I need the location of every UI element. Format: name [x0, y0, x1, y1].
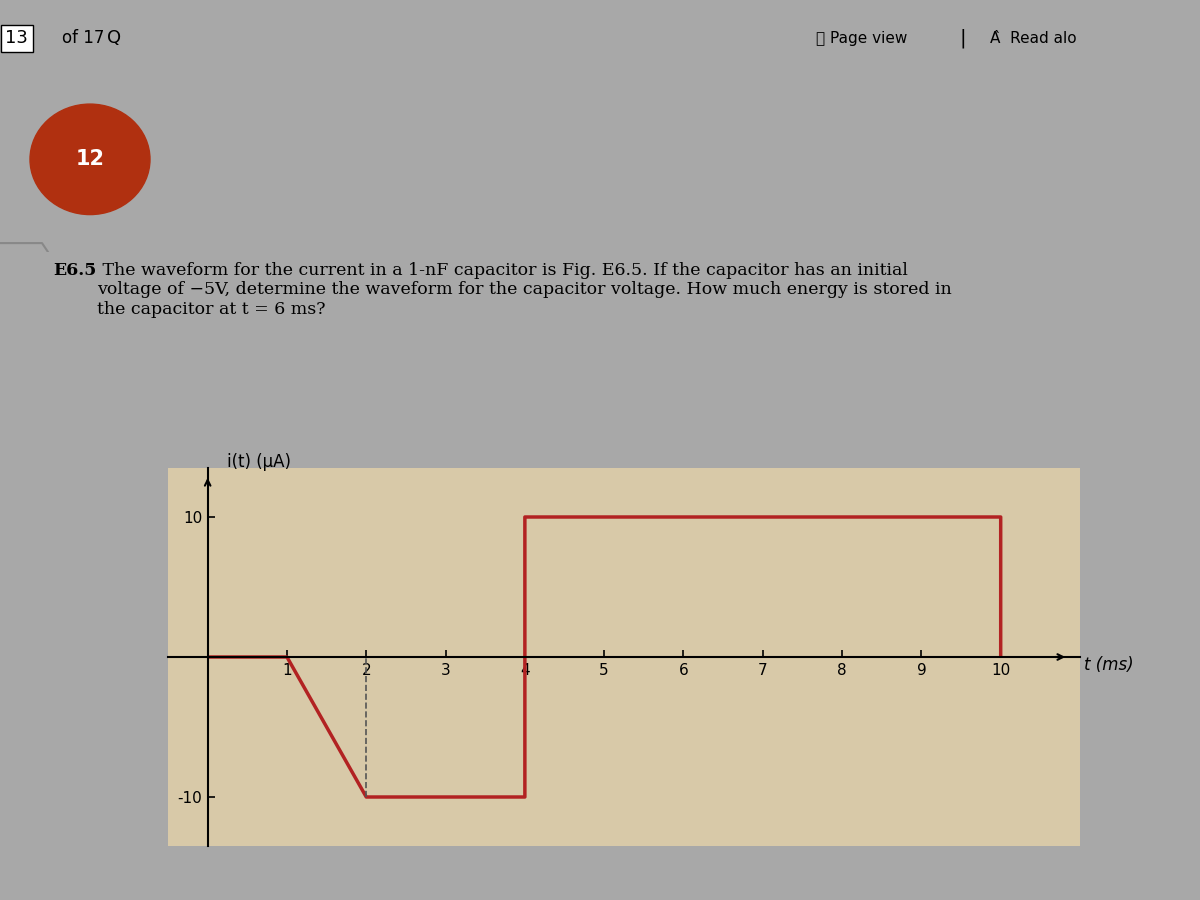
Text: of 17: of 17	[62, 30, 104, 48]
Text: E6.5: E6.5	[53, 262, 96, 279]
Text: Â  Read alo: Â Read alo	[990, 31, 1076, 46]
Text: |: |	[960, 29, 967, 48]
Text: i(t) (μA): i(t) (μA)	[228, 453, 292, 471]
Text: The waveform for the current in a 1-nF capacitor is Fig. E6.5. If the capacitor : The waveform for the current in a 1-nF c…	[97, 262, 952, 318]
Text: ⎘ Page view: ⎘ Page view	[816, 31, 907, 46]
Text: Q: Q	[107, 30, 121, 48]
Text: t (ms): t (ms)	[1084, 656, 1134, 674]
Ellipse shape	[30, 104, 150, 214]
Text: 13: 13	[5, 30, 29, 48]
Text: 12: 12	[76, 149, 104, 169]
